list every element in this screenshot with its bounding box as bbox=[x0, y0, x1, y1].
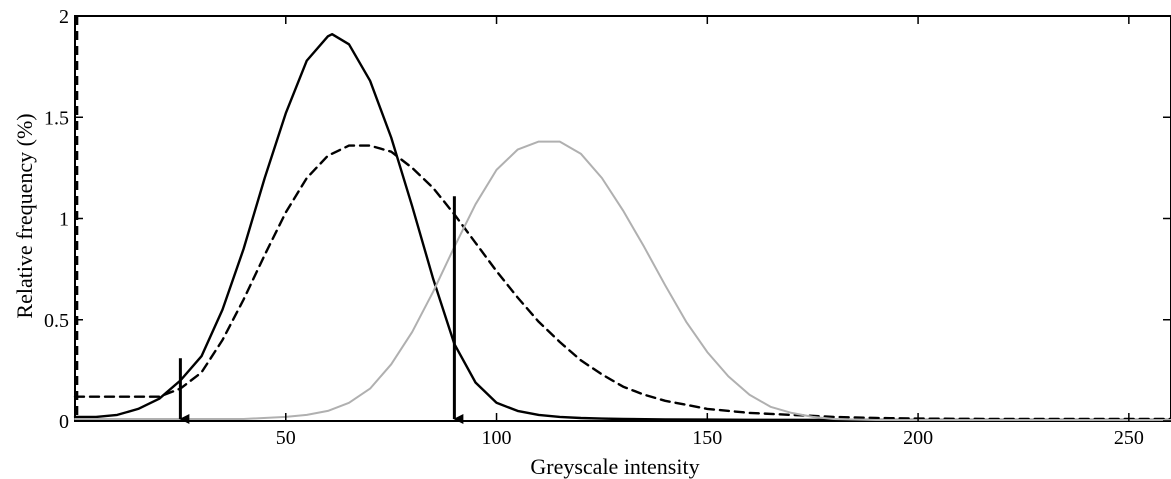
x-tick-label-100: 100 bbox=[482, 427, 512, 449]
arrows-layer bbox=[178, 196, 464, 424]
x-tick-label-150: 150 bbox=[692, 427, 722, 449]
x-axis-label: Greyscale intensity bbox=[530, 454, 699, 479]
y-tick-label-1.5: 1.5 bbox=[44, 107, 69, 129]
plot-frame bbox=[74, 15, 1171, 422]
series-line-3 bbox=[74, 140, 1171, 421]
y-tick-label-2: 2 bbox=[59, 6, 69, 28]
series-layer bbox=[73, 16, 1171, 422]
y-axis-label: Relative frequency (%) bbox=[12, 113, 37, 318]
series-line-1 bbox=[73, 33, 1171, 422]
x-tick-label-200: 200 bbox=[903, 427, 933, 449]
y-tick-label-0: 0 bbox=[59, 411, 69, 433]
series-line-2 bbox=[73, 144, 1171, 421]
y-tick-label-1: 1 bbox=[59, 209, 69, 231]
x-tick-label-50: 50 bbox=[276, 427, 296, 449]
x-tick-label-250: 250 bbox=[1114, 427, 1144, 449]
ticks-layer: 50 100 150 200 250 0 0.5 1 1.5 2 bbox=[44, 6, 1171, 449]
y-tick-label-0.5: 0.5 bbox=[44, 310, 69, 332]
